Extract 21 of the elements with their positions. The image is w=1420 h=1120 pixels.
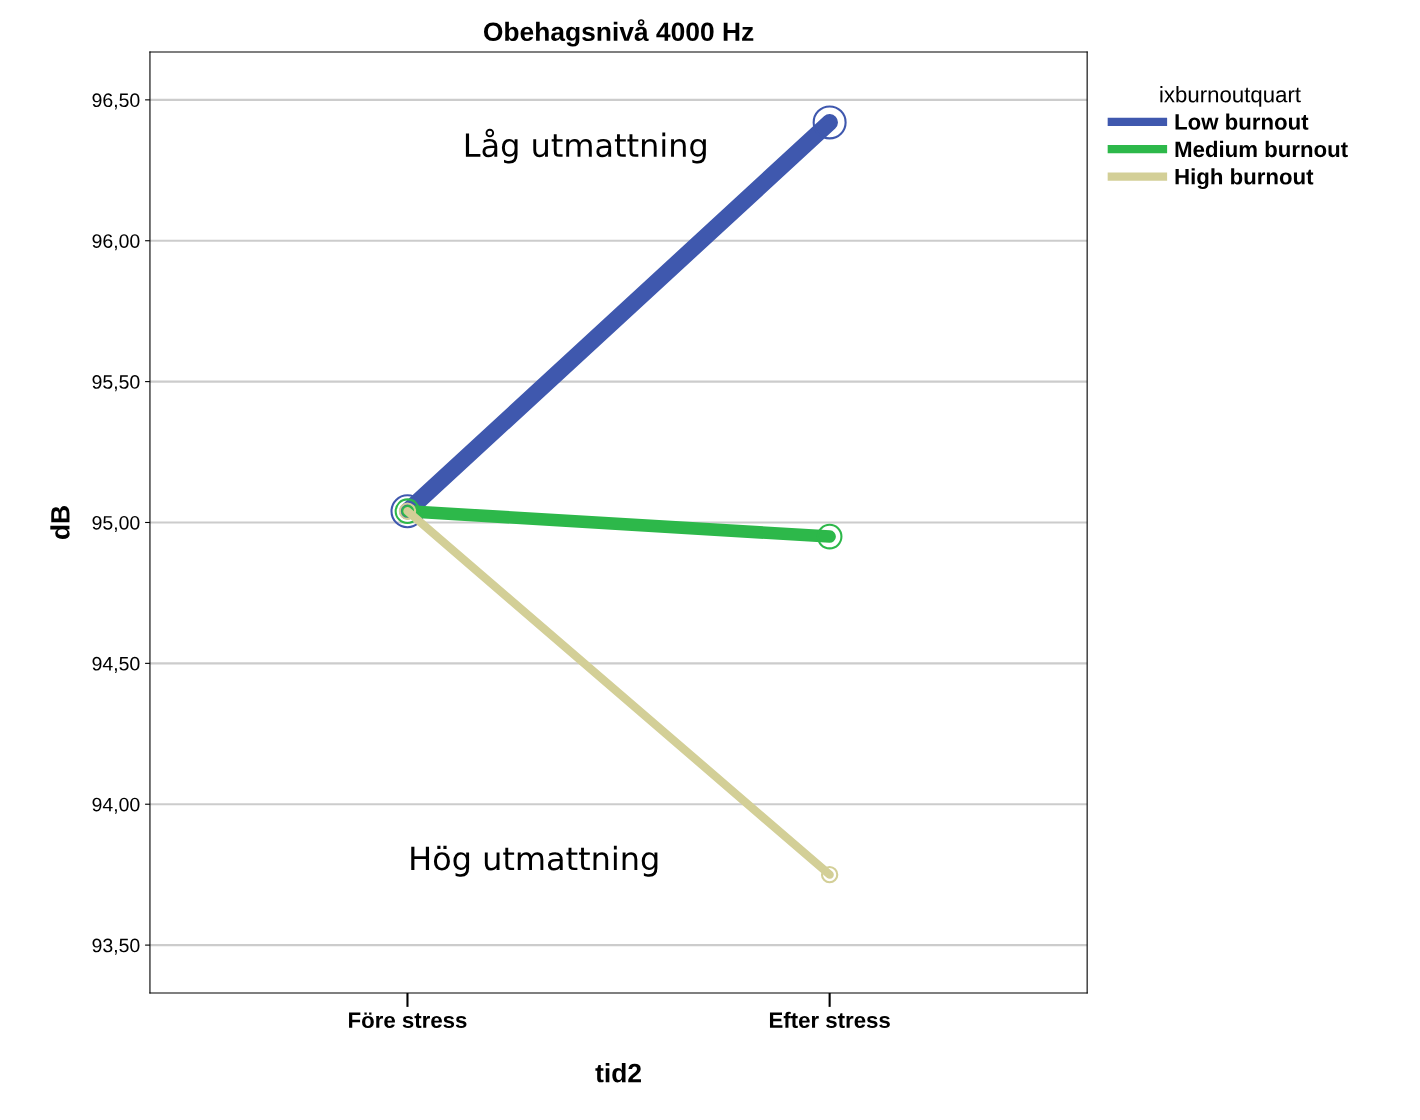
legend-title: ixburnoutquart	[1160, 86, 1301, 107]
legend-label: Low burnout	[1175, 113, 1309, 130]
point	[816, 523, 843, 550]
y-tick-label: 96,50	[92, 93, 140, 110]
y-axis-title: dB	[50, 506, 70, 539]
point	[812, 105, 847, 140]
y-tick-label: 93,50	[92, 938, 140, 955]
annotation: Låg utmattning	[465, 128, 706, 164]
y-tick-label: 96,00	[92, 234, 140, 251]
y-tick-label: 94,50	[92, 656, 140, 673]
y-tick-label: 94,00	[92, 797, 140, 814]
y-tick-label: 95,00	[92, 515, 140, 533]
chart-title: Obehagsnivå 4000 Hz	[483, 19, 754, 47]
x-tick-label: Efter stress	[769, 1011, 890, 1029]
x-tick-label: Före stress	[349, 1012, 467, 1029]
legend-label: Medium burnout	[1175, 140, 1348, 158]
y-tick-label: 95,50	[92, 375, 140, 392]
annotation: Hög utmattning	[411, 845, 658, 877]
legend-label: High burnout	[1175, 168, 1314, 190]
x-axis-title: tid2	[595, 1063, 641, 1083]
point	[820, 865, 839, 884]
